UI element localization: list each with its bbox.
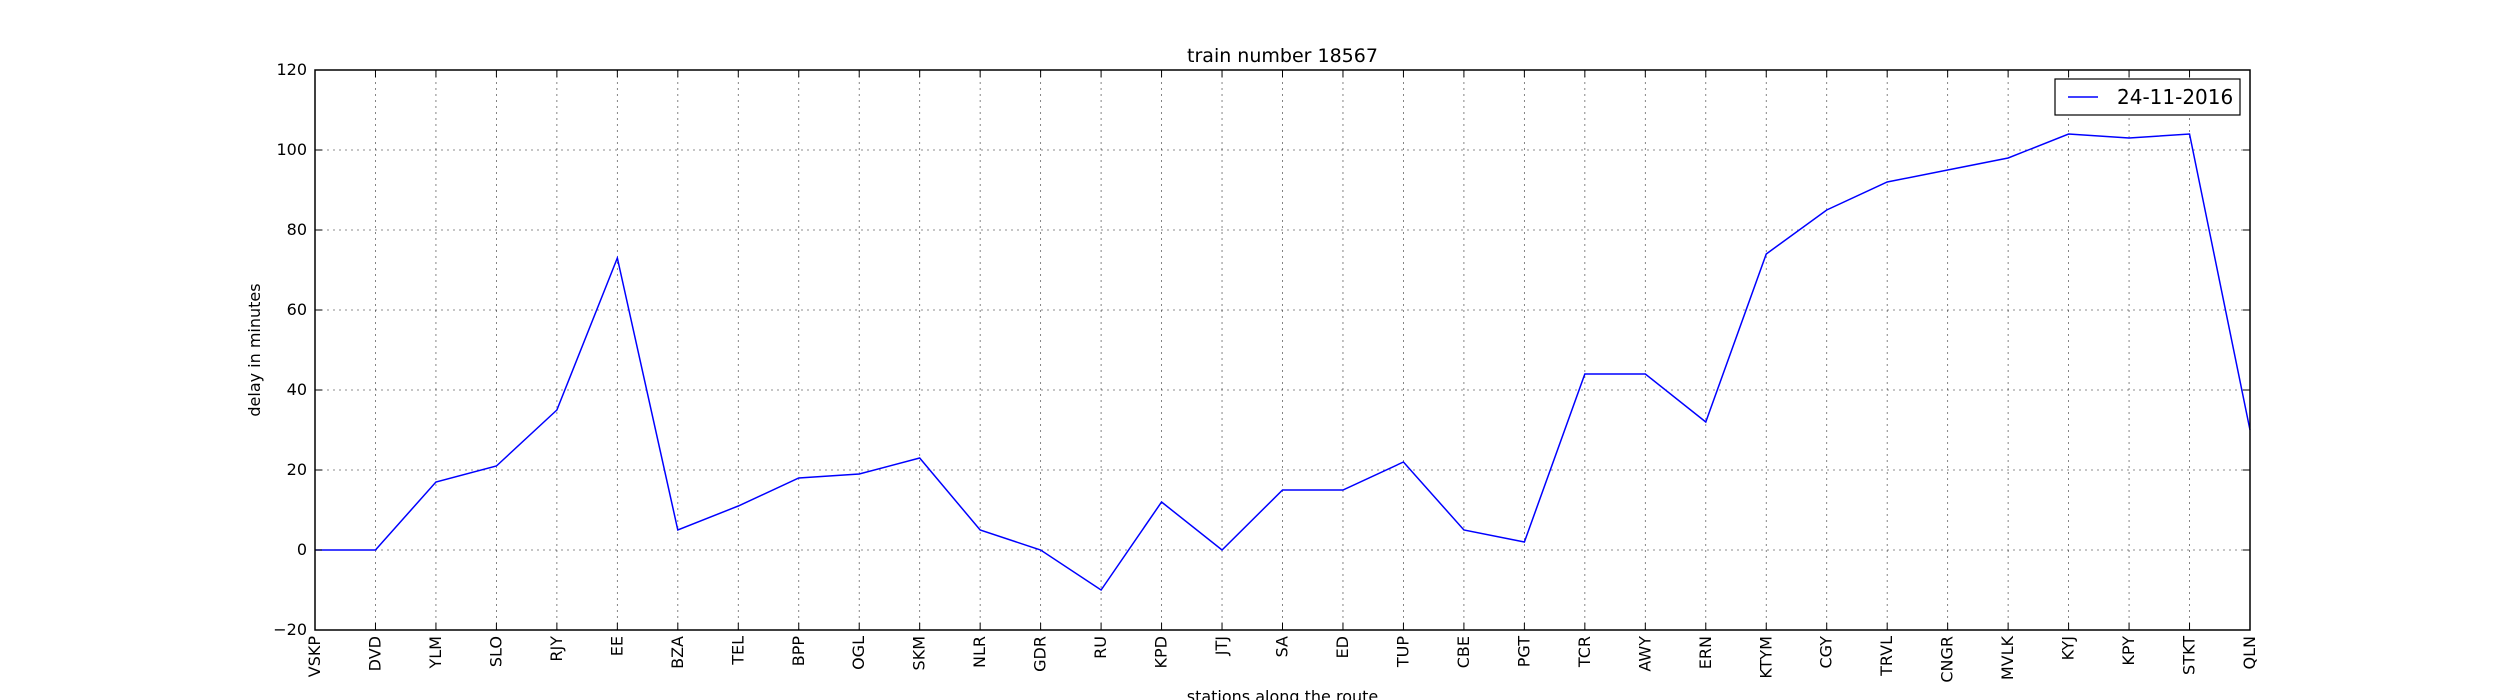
x-tick-label: BZA [668,636,687,669]
y-tick-label: 20 [287,460,307,479]
y-axis-label: delay in minutes [245,283,264,416]
y-tick-label: 120 [276,60,307,79]
x-tick-label: RU [1091,636,1110,659]
x-tick-label: KPY [2119,636,2138,666]
x-tick-label: KPD [1152,636,1171,668]
x-tick-label: STKT [2180,636,2199,675]
x-tick-label: GDR [1031,636,1050,672]
x-tick-label: AWY [1635,636,1654,672]
y-tick-label: 40 [287,380,307,399]
x-tick-label: RJY [547,636,566,662]
x-tick-label: CGY [1817,636,1836,669]
x-tick-label: NLR [970,636,989,668]
y-tick-label: −20 [273,620,307,639]
x-tick-label: JTJ [1212,636,1231,656]
y-tick-label: 80 [287,220,307,239]
chart-title: train number 18567 [1187,45,1378,67]
x-tick-label: DVD [365,636,384,671]
x-tick-label: OGL [849,636,868,670]
grid-lines [315,70,2250,630]
x-tick-label: BPP [789,636,808,667]
x-tick-label: MVLK [1998,635,2017,680]
y-tick-label: 60 [287,300,307,319]
x-tick-label: SKM [910,636,929,670]
x-tick-label: QLN [2240,636,2259,669]
series-layer [314,133,2251,592]
x-tick-label: CNGR [1938,636,1957,683]
x-tick-label: YLM [426,636,445,670]
x-axis-ticks: VSKP DVD YLM SLO RJY EE BZA TEL BPP OGL SKM NLR GDR R… [305,70,2259,683]
y-tick-label: 0 [297,540,307,559]
x-tick-label: TRVL [1877,636,1896,677]
x-tick-label: CBE [1454,636,1473,668]
y-axis-ticks: −20 0 20 40 60 80 100 120 [273,60,2250,639]
x-tick-label: KTYM [1756,636,1775,679]
x-tick-label: TEL [728,636,747,666]
x-tick-label: SLO [486,636,505,667]
legend: 24-11-2016 [2054,78,2241,116]
x-tick-label: EE [607,636,626,656]
legend-entry-label: 24-11-2016 [2117,85,2233,109]
x-tick-label: ED [1333,636,1352,658]
x-tick-label: PGT [1514,636,1533,667]
x-tick-label: ERN [1696,636,1715,669]
x-tick-label: TUP [1393,636,1412,668]
y-tick-label: 100 [276,140,307,159]
x-tick-label: SA [1273,636,1292,657]
x-tick-label: TCR [1575,636,1594,668]
x-tick-label: KYJ [2059,636,2078,660]
x-tick-label: VSKP [305,636,324,678]
x-axis-label: stations along the route [1187,687,1379,700]
